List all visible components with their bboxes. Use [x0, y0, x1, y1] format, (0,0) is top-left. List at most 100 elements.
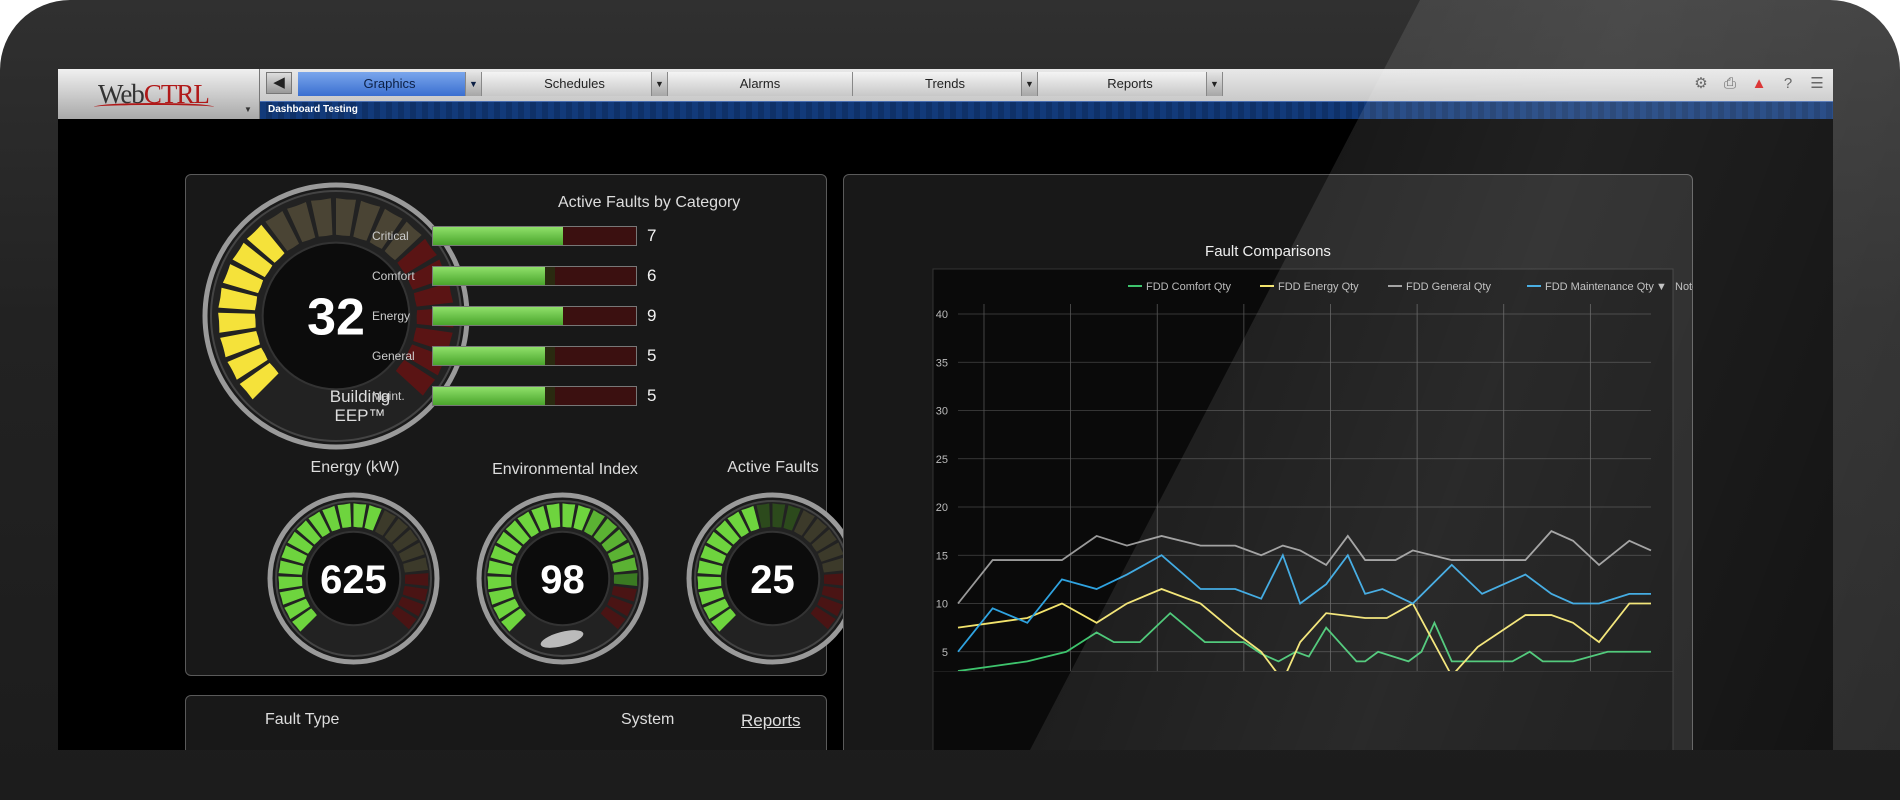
gauge-segment	[406, 344, 447, 376]
tab-dropdown-icon[interactable]: ▼	[651, 72, 667, 96]
logo-area[interactable]: WebCTRL ▼	[58, 69, 260, 119]
gauge-hub	[305, 530, 402, 627]
chart-title: Fault Comparisons	[1205, 243, 1331, 260]
gauge-segment	[505, 520, 530, 545]
category-name: General	[372, 349, 415, 363]
gauge-segment	[336, 198, 357, 236]
gauge-segment	[697, 576, 722, 590]
gauge-segment	[292, 608, 317, 632]
gauge-segment	[246, 224, 285, 263]
legend-entry[interactable]: FDD Comfort Qty	[1146, 281, 1231, 293]
category-name: Comfort	[372, 269, 415, 283]
gauge-segment	[584, 510, 605, 536]
gauge-segment	[600, 606, 626, 630]
category-count: 7	[647, 226, 657, 245]
gauge-segment	[353, 200, 381, 241]
small-gauge-2: 25	[686, 492, 859, 665]
notes-toggle-icon[interactable]: ▼	[1656, 281, 1667, 293]
gauge-segment	[413, 282, 454, 307]
alarm-warning-icon[interactable]: ▲	[1751, 75, 1767, 92]
legend-entry[interactable]: FDD General Qty	[1406, 281, 1491, 293]
legend-entry[interactable]: FDD Energy Qty	[1278, 281, 1359, 293]
category-count: 6	[647, 266, 657, 285]
tab-schedules[interactable]: Schedules ▼	[482, 72, 668, 96]
tab-label: Trends	[925, 76, 965, 91]
reports-link[interactable]: Reports	[741, 711, 801, 730]
tab-dropdown-icon[interactable]: ▼	[1021, 72, 1037, 96]
help-icon[interactable]: ?	[1783, 75, 1793, 92]
gauge-segment	[404, 573, 429, 586]
network-icon[interactable]: ⚙	[1694, 75, 1708, 92]
gauge-segment	[222, 264, 264, 294]
gauge-segment	[810, 606, 836, 630]
leaf-icon	[540, 630, 584, 648]
small-gauge-1: 98	[476, 492, 649, 665]
category-bar-fill	[433, 227, 563, 245]
gauge-segment	[821, 585, 847, 602]
small-gauge-title: Energy (kW)	[310, 459, 400, 476]
category-bar	[432, 386, 637, 406]
tab-dropdown-icon[interactable]: ▼	[465, 72, 481, 96]
category-bar	[432, 306, 637, 326]
gauge-segment	[239, 362, 279, 400]
gauge-segment	[601, 529, 627, 552]
tab-dropdown-icon[interactable]: ▼	[1206, 72, 1222, 96]
legend-entry[interactable]: FDD Maintenance Qty	[1545, 281, 1654, 293]
category-count: 5	[647, 346, 657, 365]
category-row-comfort: Comfort 6	[372, 266, 672, 286]
tab-trends[interactable]: Trends ▼	[853, 72, 1038, 96]
category-bar-fill	[433, 267, 545, 285]
caret-down-icon[interactable]: ▼	[244, 105, 252, 114]
series-line-fdd-comfort-qty	[957, 611, 1651, 672]
gauge-value: 25	[750, 558, 795, 602]
gauge-segment	[727, 511, 749, 538]
fault-comparisons-chart: Fault Comparisons0510152025303540May 24M…	[932, 243, 1693, 734]
print-icon[interactable]: ⎙	[1723, 75, 1736, 92]
gauge-segment	[783, 505, 801, 531]
gauge-segment	[697, 560, 723, 575]
gauge-segment	[308, 511, 330, 538]
breadcrumb-bar: Dashboard Testing	[260, 101, 1833, 119]
category-row-maint: Maint. 5	[372, 386, 672, 406]
tab-label: Reports	[1107, 76, 1153, 91]
tab-alarms[interactable]: Alarms	[668, 72, 853, 96]
gauge-segment	[337, 503, 352, 528]
y-tick-label: 5	[942, 647, 948, 659]
gauge-segment	[741, 505, 760, 532]
category-count: 5	[647, 386, 657, 405]
gauge-value: 98	[540, 558, 585, 602]
chart-plot-area	[932, 268, 1674, 734]
gauge-segment	[488, 588, 514, 605]
toolbar-icons: ⚙ ⎙ ▲ ? ☰	[1689, 74, 1829, 94]
menu-icon[interactable]: ☰	[1810, 75, 1824, 92]
category-row-energy: Energy 9	[372, 306, 672, 326]
notes-toggle[interactable]: Notes	[1675, 281, 1693, 293]
category-count: 9	[647, 306, 657, 325]
gauge-hub	[261, 241, 411, 391]
tab-reports[interactable]: Reports ▼	[1038, 72, 1223, 96]
tab-graphics[interactable]: Graphics ▼	[298, 72, 482, 96]
category-bar-fill	[433, 307, 563, 325]
gauge-segment	[613, 573, 638, 586]
category-name: Energy	[372, 309, 411, 323]
gauge-segment	[562, 503, 576, 528]
back-arrow-button[interactable]: ◀	[266, 72, 292, 94]
fault-table-panel	[185, 695, 827, 750]
gauge-segment	[279, 588, 305, 605]
gauge-segment	[265, 210, 300, 251]
gauge-segment	[391, 606, 417, 630]
gauge-segment	[496, 531, 522, 554]
gauge-segment	[612, 557, 638, 573]
gauge-segment	[322, 505, 341, 532]
gauge-segment	[227, 347, 268, 380]
gauge-segment	[546, 503, 561, 528]
gauge-segment	[711, 608, 736, 632]
logo-swoosh	[94, 103, 214, 111]
gauge-segment	[607, 542, 634, 562]
small-gauge-title: Environmental Index	[492, 461, 638, 478]
category-bar	[432, 266, 637, 286]
gauge-segment	[287, 201, 316, 243]
category-bar	[432, 226, 637, 246]
categories-title: Active Faults by Category	[558, 194, 741, 211]
small-gauge-0: 625	[267, 492, 440, 665]
